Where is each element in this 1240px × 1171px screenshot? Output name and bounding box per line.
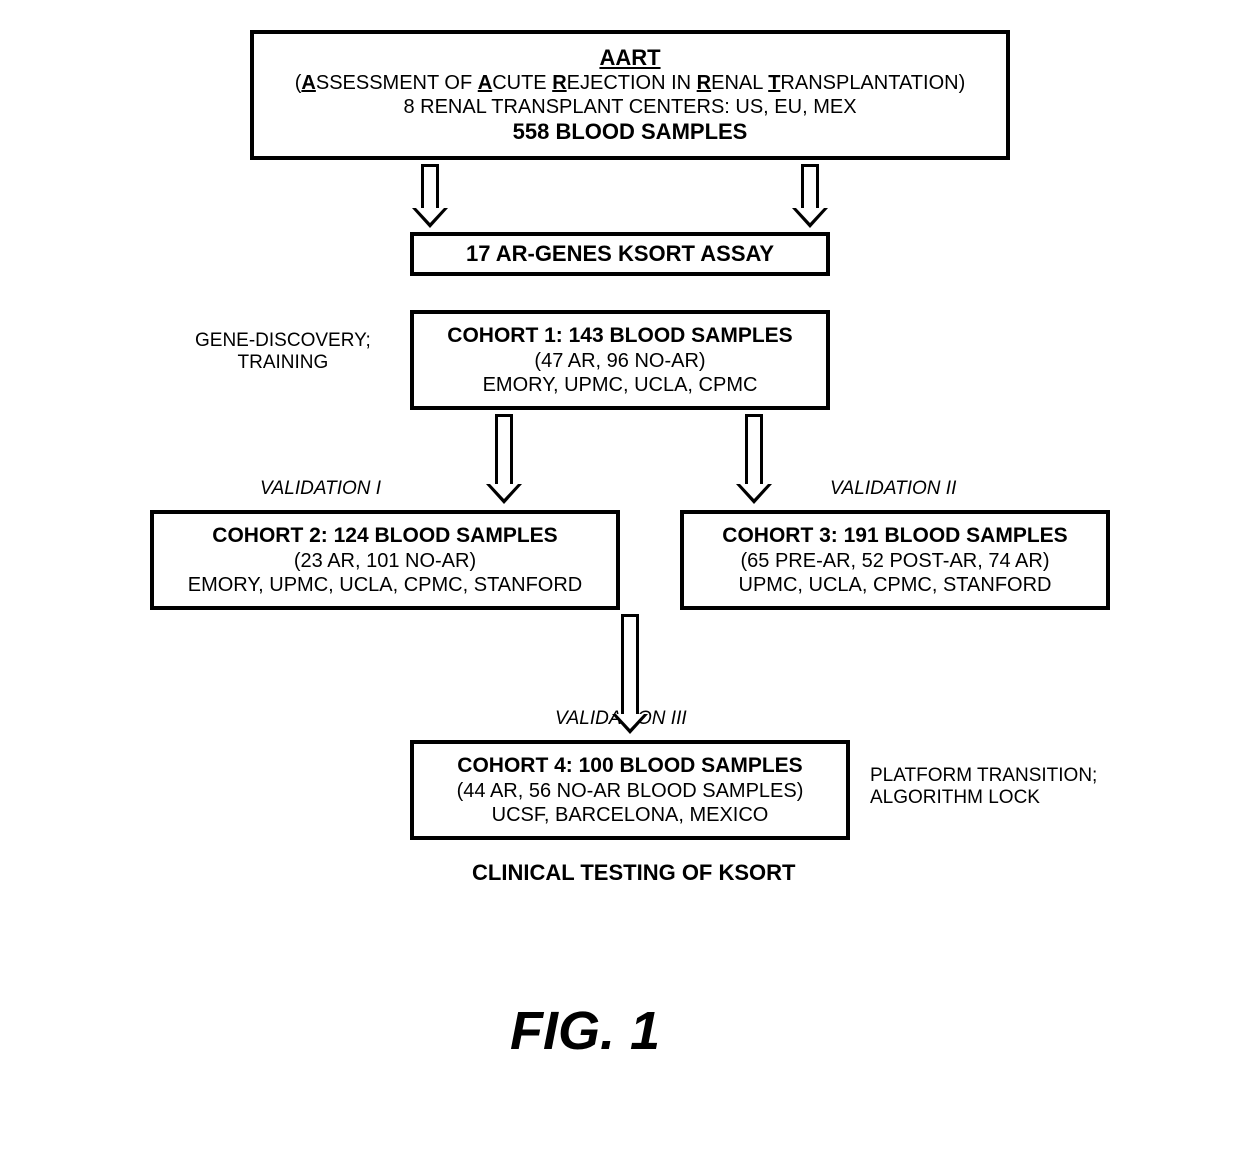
platform-l1: PLATFORM TRANSITION; xyxy=(870,765,1097,787)
aart-l2-c: R xyxy=(552,72,566,94)
aart-l2-a: A xyxy=(301,72,315,94)
aart-line3: 8 RENAL TRANSPLANT CENTERS: US, EU, MEX xyxy=(262,95,998,119)
arrow-to-c4 xyxy=(618,614,642,736)
cohort3-l3: UPMC, UCLA, CPMC, STANFORD xyxy=(692,573,1098,597)
cohort2-l3: EMORY, UPMC, UCLA, CPMC, STANFORD xyxy=(162,573,608,597)
cohort4-box: COHORT 4: 100 BLOOD SAMPLES (44 AR, 56 N… xyxy=(410,740,850,840)
cohort3-box: COHORT 3: 191 BLOOD SAMPLES (65 PRE-AR, … xyxy=(680,510,1110,610)
cohort4-l3: UCSF, BARCELONA, MEXICO xyxy=(422,803,838,827)
aart-l2-t1: SSESSMENT OF xyxy=(316,72,478,94)
cohort4-l2: (44 AR, 56 NO-AR BLOOD SAMPLES) xyxy=(422,779,838,803)
arrow-c1-c3 xyxy=(742,414,766,506)
gene-discovery-l1: GENE-DISCOVERY; xyxy=(195,330,371,352)
aart-title: AART xyxy=(599,45,660,70)
validation1-label: VALIDATION I xyxy=(260,478,381,500)
figure-label: FIG. 1 xyxy=(510,1000,660,1062)
gene-discovery-l2: TRAINING xyxy=(195,352,371,374)
cohort2-l1: COHORT 2: 124 BLOOD SAMPLES xyxy=(162,523,608,548)
cohort1-l1: COHORT 1: 143 BLOOD SAMPLES xyxy=(422,323,818,348)
aart-l2-e: T xyxy=(768,72,780,94)
gene-discovery-label: GENE-DISCOVERY; TRAINING xyxy=(195,330,371,374)
aart-line2: (ASSESSMENT OF ACUTE REJECTION IN RENAL … xyxy=(262,71,998,95)
arrow-aart-right xyxy=(798,164,822,228)
clinical-label: CLINICAL TESTING OF KSORT xyxy=(472,860,795,885)
aart-line4: 558 BLOOD SAMPLES xyxy=(262,119,998,145)
assay-box: 17 AR-GENES KSORT ASSAY xyxy=(410,232,830,276)
cohort4-l1: COHORT 4: 100 BLOOD SAMPLES xyxy=(422,753,838,778)
aart-l2-t2: CUTE xyxy=(492,72,552,94)
cohort1-box: COHORT 1: 143 BLOOD SAMPLES (47 AR, 96 N… xyxy=(410,310,830,410)
aart-l2-d: R xyxy=(697,72,711,94)
platform-label: PLATFORM TRANSITION; ALGORITHM LOCK xyxy=(870,765,1097,809)
aart-l2-t3: EJECTION IN xyxy=(567,72,697,94)
cohort1-l3: EMORY, UPMC, UCLA, CPMC xyxy=(422,373,818,397)
cohort3-l1: COHORT 3: 191 BLOOD SAMPLES xyxy=(692,523,1098,548)
cohort2-box: COHORT 2: 124 BLOOD SAMPLES (23 AR, 101 … xyxy=(150,510,620,610)
arrow-aart-left xyxy=(418,164,442,228)
platform-l2: ALGORITHM LOCK xyxy=(870,787,1097,809)
arrow-c1-c2 xyxy=(492,414,516,506)
validation2-label: VALIDATION II xyxy=(830,478,956,500)
aart-box: AART (ASSESSMENT OF ACUTE REJECTION IN R… xyxy=(250,30,1010,160)
aart-l2-t5: RANSPLANTATION) xyxy=(780,72,965,94)
cohort3-l2: (65 PRE-AR, 52 POST-AR, 74 AR) xyxy=(692,549,1098,573)
aart-l2-b: A xyxy=(478,72,492,94)
cohort2-l2: (23 AR, 101 NO-AR) xyxy=(162,549,608,573)
assay-text: 17 AR-GENES KSORT ASSAY xyxy=(422,241,818,267)
cohort1-l2: (47 AR, 96 NO-AR) xyxy=(422,349,818,373)
aart-l2-t4: ENAL xyxy=(711,72,768,94)
aart-line1: AART xyxy=(262,45,998,71)
